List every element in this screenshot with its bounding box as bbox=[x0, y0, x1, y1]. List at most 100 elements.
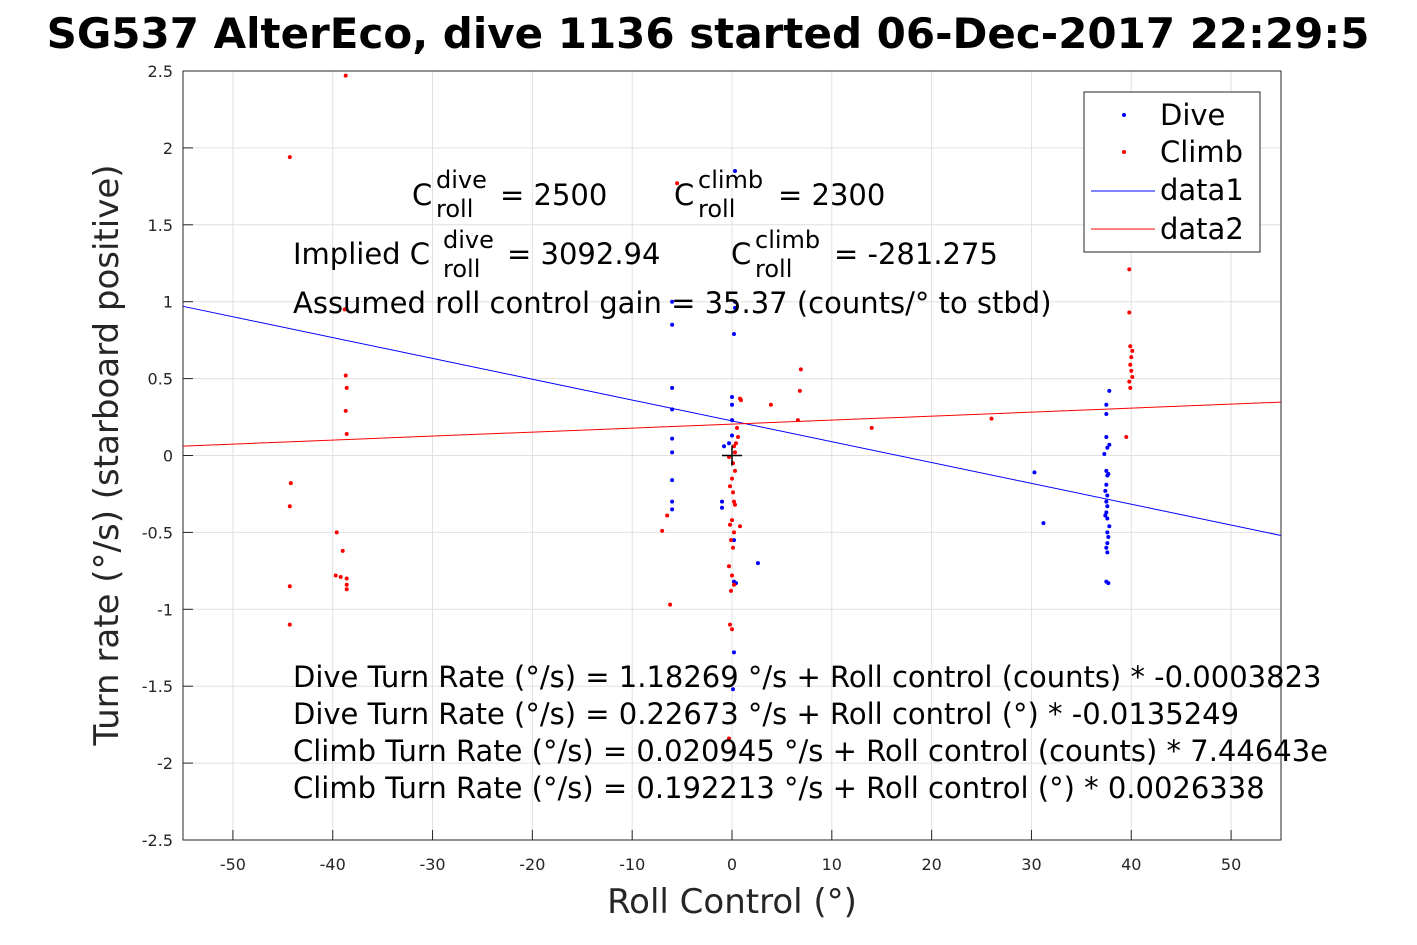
y-tick-label: 1.5 bbox=[148, 216, 173, 235]
y-tick-label: -2.5 bbox=[142, 831, 173, 850]
climb-point bbox=[730, 476, 734, 481]
dive-point bbox=[731, 650, 736, 655]
dive-point bbox=[1105, 516, 1110, 521]
implied-climb-sub: roll bbox=[755, 255, 792, 283]
climb-point bbox=[287, 622, 292, 627]
climb-point bbox=[732, 502, 737, 507]
dive-point bbox=[732, 305, 737, 310]
climb-point bbox=[795, 418, 800, 423]
climb-point bbox=[344, 576, 349, 581]
climb-point bbox=[338, 575, 343, 580]
dive-point bbox=[1106, 581, 1111, 586]
c-roll-dive-sup: dive bbox=[436, 166, 487, 194]
climb-point bbox=[340, 548, 345, 553]
implied-climb-sup: climb bbox=[755, 226, 820, 254]
dive-point bbox=[670, 299, 675, 304]
fit-line-dive-degrees: Dive Turn Rate (°/s) = 0.22673 °/s + Rol… bbox=[293, 697, 1239, 731]
climb-point bbox=[1128, 362, 1133, 367]
implied-climb-value: = -281.275 bbox=[834, 237, 998, 271]
climb-point bbox=[344, 582, 349, 587]
climb-point bbox=[727, 736, 732, 741]
c-roll-dive-sub: roll bbox=[436, 195, 473, 223]
x-axis-label: Roll Control (°) bbox=[607, 882, 857, 922]
c-roll-climb-symbol: C bbox=[674, 178, 694, 212]
dive-point bbox=[730, 418, 734, 423]
climb-point bbox=[731, 530, 736, 535]
legend-box bbox=[1083, 91, 1261, 253]
x-tick-label: -10 bbox=[619, 855, 645, 874]
dive-point bbox=[1105, 493, 1110, 498]
x-tick-label: 30 bbox=[1021, 855, 1041, 874]
climb-point bbox=[798, 367, 803, 372]
climb-point bbox=[734, 425, 739, 430]
fit-line-climb-counts: Climb Turn Rate (°/s) = 0.020945 °/s + R… bbox=[293, 734, 1328, 768]
climb-point bbox=[287, 504, 292, 509]
dive-point bbox=[1041, 521, 1046, 526]
y-tick-label: 2 bbox=[163, 139, 173, 158]
legend-data1-label: data1 bbox=[1160, 173, 1244, 207]
dive-point bbox=[731, 538, 736, 543]
climb-point bbox=[1128, 344, 1133, 349]
legend-dive-label: Dive bbox=[1160, 98, 1225, 132]
dive-point bbox=[1103, 488, 1108, 493]
legend-dive-marker bbox=[1122, 113, 1126, 117]
dive-point bbox=[730, 687, 735, 692]
fit-line-data2 bbox=[182, 401, 1282, 447]
dive-point bbox=[1032, 470, 1037, 475]
c-roll-climb-sup: climb bbox=[698, 166, 763, 194]
implied-dive-value: = 3092.94 bbox=[507, 237, 660, 271]
dive-point bbox=[755, 561, 760, 566]
implied-dive-sup: dive bbox=[443, 226, 494, 254]
climb-point bbox=[344, 431, 349, 436]
climb-point bbox=[665, 513, 670, 518]
x-tick-label: 50 bbox=[1221, 855, 1241, 874]
dive-point bbox=[720, 499, 725, 504]
dive-point bbox=[670, 478, 675, 483]
dive-point bbox=[720, 505, 725, 510]
climb-point bbox=[797, 388, 802, 393]
y-tick-label: -1 bbox=[157, 600, 173, 619]
climb-point bbox=[343, 373, 348, 378]
climb-point bbox=[728, 622, 733, 627]
dive-point bbox=[1107, 442, 1112, 447]
dive-point bbox=[730, 402, 734, 407]
climb-point bbox=[733, 441, 738, 446]
fit-line-climb-degrees: Climb Turn Rate (°/s) = 0.192213 °/s + R… bbox=[293, 771, 1265, 805]
y-tick-label: -2 bbox=[157, 754, 173, 773]
dive-point bbox=[1103, 513, 1108, 518]
x-tick-label: 40 bbox=[1121, 855, 1141, 874]
y-tick-label: 2.5 bbox=[148, 62, 173, 81]
climb-point bbox=[343, 408, 348, 413]
dive-point bbox=[1104, 482, 1109, 487]
climb-point bbox=[730, 518, 734, 523]
dive-point bbox=[731, 331, 736, 336]
y-axis-label: Turn rate (°/s) (starboard positive) bbox=[87, 164, 127, 746]
climb-point bbox=[730, 573, 734, 578]
climb-point bbox=[1127, 379, 1132, 384]
dive-point bbox=[1104, 435, 1109, 440]
climb-point bbox=[660, 528, 665, 533]
climb-point bbox=[342, 307, 347, 312]
dive-point bbox=[1104, 499, 1109, 504]
climb-point bbox=[730, 490, 735, 495]
x-tick-label: -50 bbox=[220, 855, 246, 874]
dive-point bbox=[722, 444, 727, 449]
climb-point bbox=[869, 425, 874, 430]
roll-gain-annotation: Assumed roll control gain = 35.37 (count… bbox=[293, 286, 1052, 320]
center-marker bbox=[722, 445, 742, 466]
dive-point bbox=[1104, 468, 1109, 473]
fit-line-dive-counts: Dive Turn Rate (°/s) = 1.18269 °/s + Rol… bbox=[293, 660, 1321, 694]
x-tick-label: 10 bbox=[822, 855, 842, 874]
dive-point bbox=[1106, 535, 1111, 540]
c-roll-climb-value: = 2300 bbox=[778, 178, 885, 212]
legend: Dive Climb data1 data2 bbox=[1083, 91, 1261, 253]
climb-point bbox=[1127, 310, 1132, 315]
dive-point bbox=[1107, 388, 1112, 393]
climb-point bbox=[738, 398, 743, 403]
climb-point bbox=[1129, 368, 1134, 373]
climb-point bbox=[732, 468, 737, 473]
dive-point bbox=[732, 168, 737, 173]
climb-point bbox=[989, 416, 994, 421]
x-tick-label: 0 bbox=[727, 855, 737, 874]
climb-point bbox=[1130, 375, 1135, 380]
